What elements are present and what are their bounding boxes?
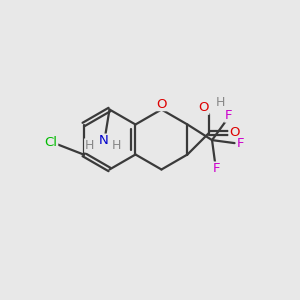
Text: N: N bbox=[99, 134, 108, 147]
Text: O: O bbox=[229, 126, 239, 140]
Text: F: F bbox=[225, 109, 232, 122]
Text: H: H bbox=[85, 139, 94, 152]
Text: O: O bbox=[198, 101, 209, 114]
Text: F: F bbox=[213, 162, 220, 175]
Text: Cl: Cl bbox=[45, 136, 58, 149]
Text: H: H bbox=[216, 96, 225, 110]
Text: O: O bbox=[156, 98, 167, 111]
Text: H: H bbox=[112, 139, 121, 152]
Text: F: F bbox=[237, 136, 244, 150]
